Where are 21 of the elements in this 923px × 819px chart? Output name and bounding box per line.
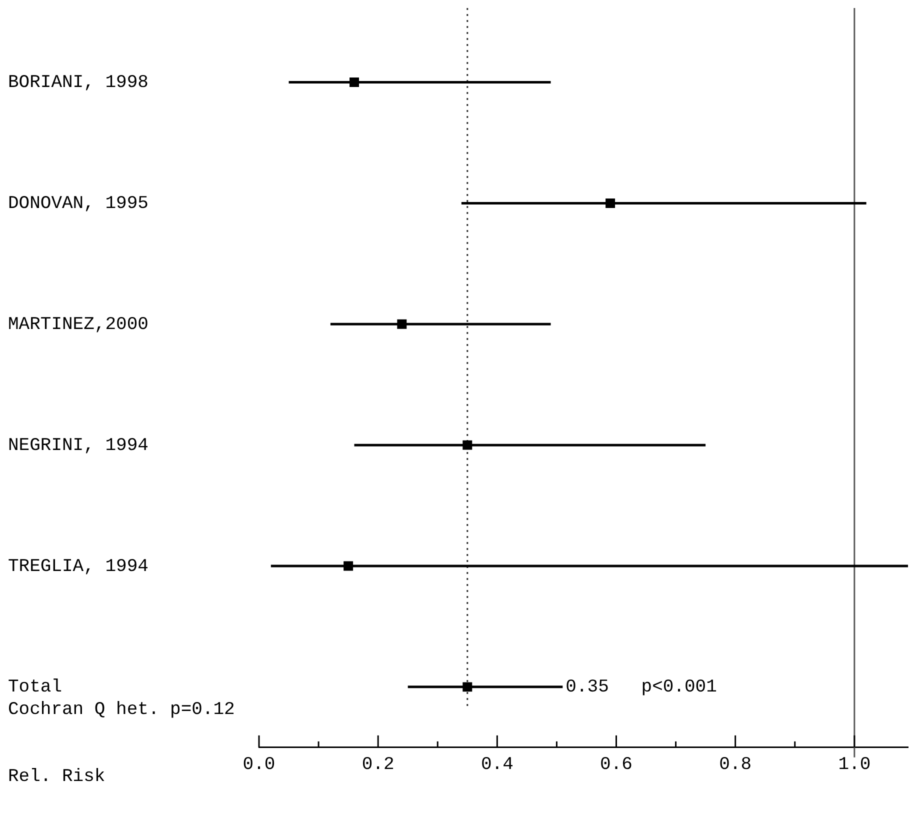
x-tick-label: 1.0 — [838, 754, 871, 775]
y-tick-label: DONOVAN, 1995 — [8, 194, 148, 214]
point — [606, 198, 616, 208]
annotation: 0.35 p<0.001 — [566, 678, 717, 698]
y-tick-label: TREGLIA, 1994 — [8, 556, 148, 577]
point — [397, 319, 407, 329]
text: Cochran Q het. p=0.12 — [8, 700, 235, 720]
point — [344, 561, 354, 571]
x-tick-label: 0.8 — [719, 754, 752, 775]
y-tick-label: BORIANI, 1998 — [8, 73, 148, 94]
point — [462, 440, 472, 450]
y-tick-label: NEGRINI, 1994 — [8, 436, 148, 456]
point — [462, 682, 472, 692]
y-tick-label: MARTINEZ,2000 — [8, 314, 148, 335]
x-tick-label: 0.4 — [480, 754, 514, 775]
x-tick-label: 0.6 — [600, 754, 632, 775]
x-axis-title: Rel. Risk — [8, 767, 106, 788]
x-tick-label: 0.2 — [362, 754, 394, 775]
y-tick-label: Total — [8, 678, 62, 698]
x-tick-label: 0.0 — [242, 754, 276, 775]
point — [350, 78, 360, 88]
